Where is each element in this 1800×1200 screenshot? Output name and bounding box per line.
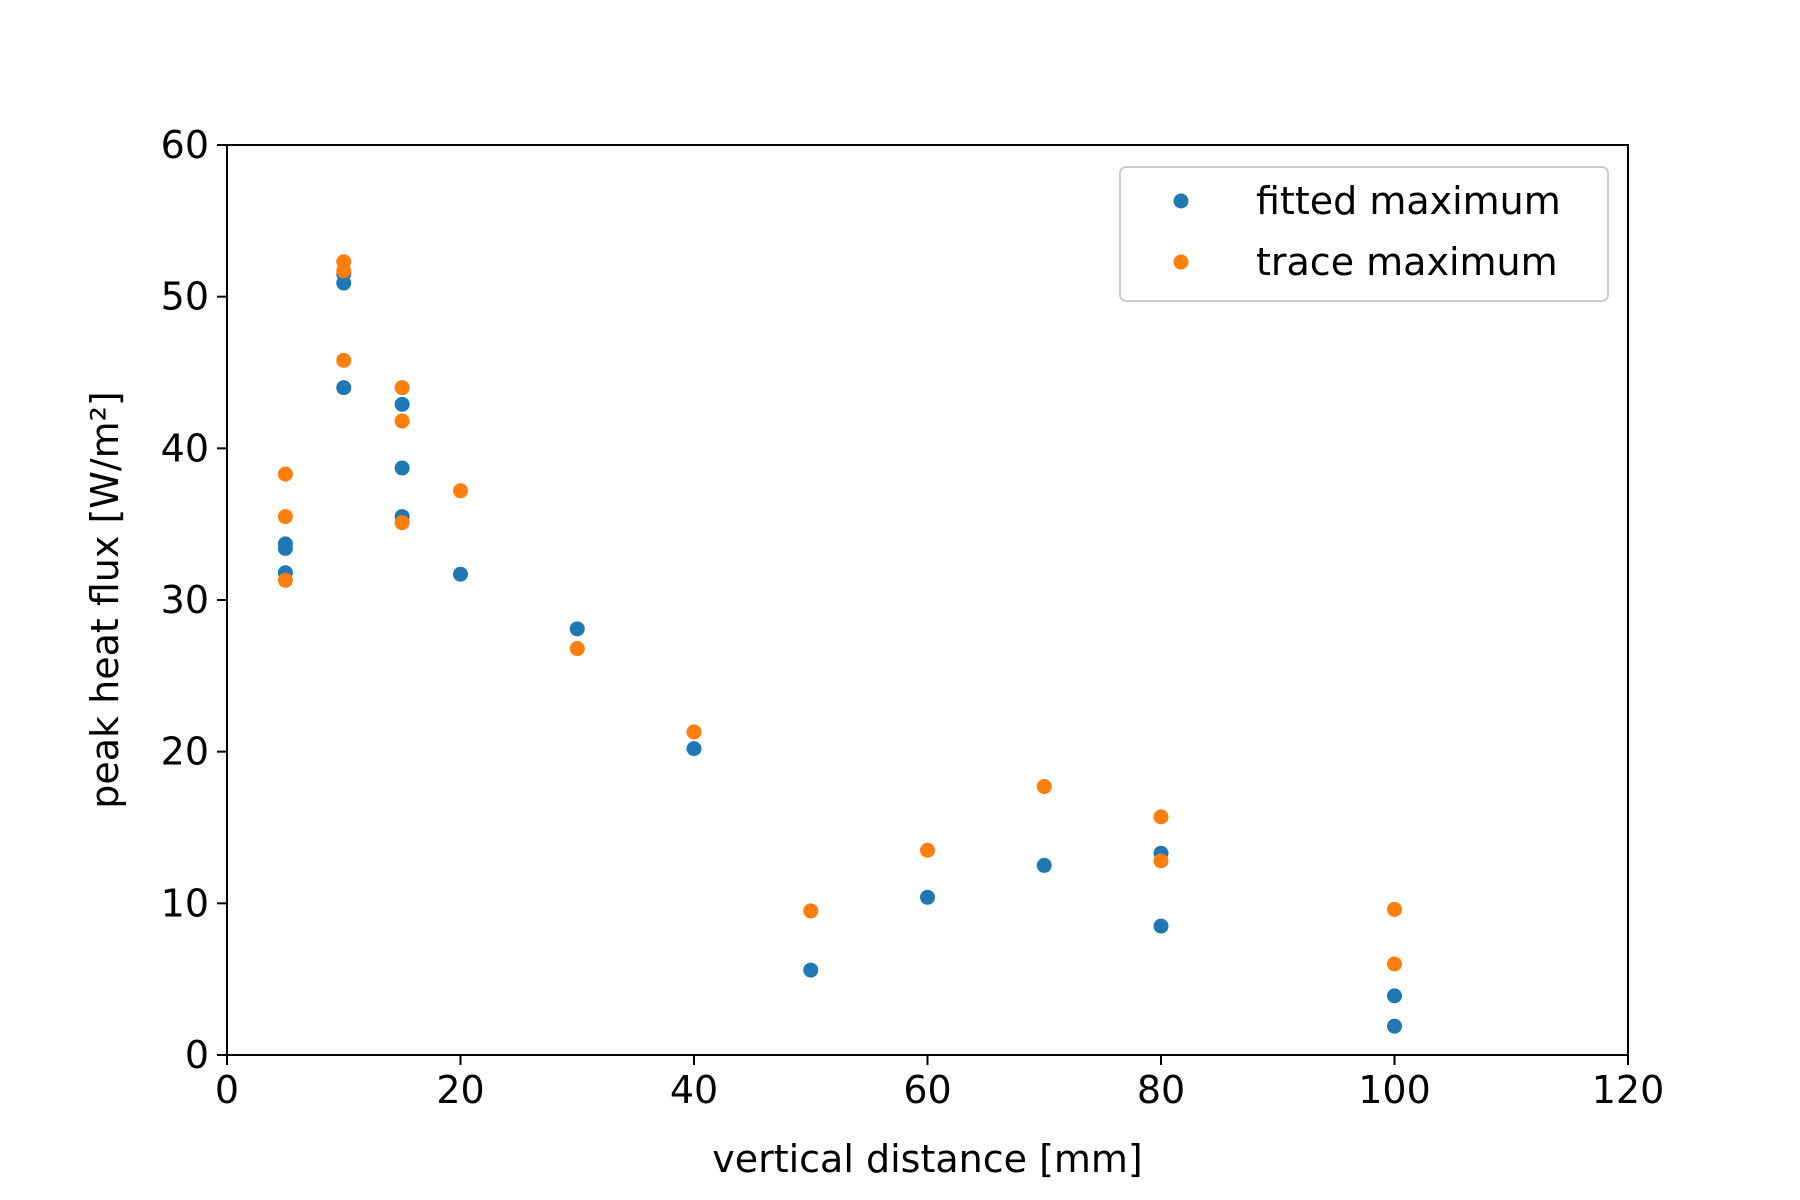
data-point-fitted-maximum xyxy=(453,566,468,582)
y-tick-label: 20 xyxy=(161,730,209,774)
data-point-trace-maximum xyxy=(336,352,352,368)
data-point-trace-maximum xyxy=(453,483,468,499)
data-point-fitted-maximum xyxy=(336,275,352,291)
data-point-fitted-maximum xyxy=(1153,918,1169,934)
data-point-trace-maximum xyxy=(394,515,410,531)
data-point-fitted-maximum xyxy=(569,621,585,637)
data-point-trace-maximum xyxy=(569,641,585,657)
data-point-fitted-maximum xyxy=(920,889,935,905)
y-tick-label: 60 xyxy=(161,123,209,167)
x-tick-label: 20 xyxy=(436,1068,484,1112)
x-axis-label: vertical distance [mm] xyxy=(712,1137,1143,1181)
data-point-fitted-maximum xyxy=(336,380,352,396)
x-tick-label: 120 xyxy=(1592,1068,1665,1112)
data-point-trace-maximum xyxy=(920,842,935,858)
data-point-trace-maximum xyxy=(277,466,293,482)
data-point-trace-maximum xyxy=(1387,901,1402,917)
points-layer xyxy=(277,254,1402,1034)
data-point-trace-maximum xyxy=(336,263,352,279)
legend-label-trace-maximum: trace maximum xyxy=(1256,240,1558,284)
data-point-trace-maximum xyxy=(1387,956,1402,972)
x-tick-label: 100 xyxy=(1358,1068,1431,1112)
data-point-fitted-maximum xyxy=(1387,1018,1402,1034)
plot-area-frame xyxy=(226,144,1629,1056)
data-point-trace-maximum xyxy=(1153,853,1169,869)
y-tick-label: 30 xyxy=(161,578,209,622)
x-tick-label: 40 xyxy=(670,1068,718,1112)
legend: fitted maximum trace maximum xyxy=(1119,166,1609,302)
data-point-fitted-maximum xyxy=(1036,857,1052,873)
data-point-trace-maximum xyxy=(394,413,410,429)
y-tick-label: 50 xyxy=(161,275,209,319)
data-point-trace-maximum xyxy=(277,572,293,588)
data-point-fitted-maximum xyxy=(277,540,293,556)
data-point-fitted-maximum xyxy=(394,396,410,412)
x-tick-label: 0 xyxy=(215,1068,239,1112)
legend-box xyxy=(1119,166,1609,302)
data-point-fitted-maximum xyxy=(394,460,410,476)
y-axis-label: peak heat flux [W/m²] xyxy=(83,391,127,808)
data-point-trace-maximum xyxy=(686,724,702,740)
legend-marker-fitted-maximum xyxy=(1173,193,1189,209)
legend-label-fitted-maximum: fitted maximum xyxy=(1256,179,1561,223)
y-tick-label: 40 xyxy=(161,426,209,470)
tick-layer: 0 20 40 60 80 100 120 0 10 20 30 40 50 60 xyxy=(161,123,1665,1112)
x-tick-label: 60 xyxy=(903,1068,951,1112)
legend-marker-trace-maximum xyxy=(1173,254,1189,270)
x-tick-label: 80 xyxy=(1137,1068,1185,1112)
data-point-trace-maximum xyxy=(1036,779,1052,795)
y-tick-label: 10 xyxy=(161,881,209,925)
data-point-trace-maximum xyxy=(394,380,410,396)
data-point-fitted-maximum xyxy=(803,962,819,978)
data-point-trace-maximum xyxy=(277,509,293,525)
data-point-trace-maximum xyxy=(803,903,819,919)
y-tick-label: 0 xyxy=(185,1033,209,1077)
data-point-fitted-maximum xyxy=(1387,988,1402,1004)
data-point-trace-maximum xyxy=(1153,809,1169,825)
data-point-fitted-maximum xyxy=(686,741,702,757)
